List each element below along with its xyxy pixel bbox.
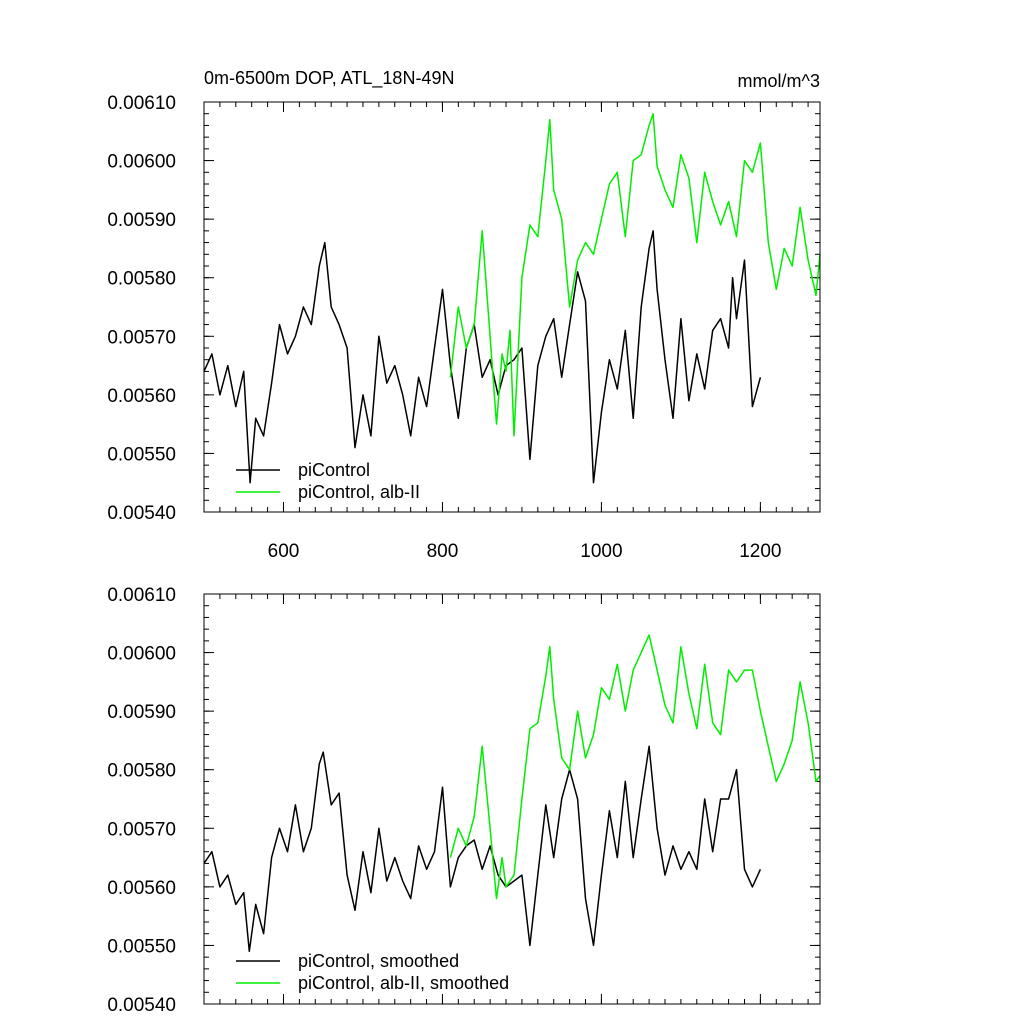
y-tick-label: 0.00590 — [107, 702, 176, 723]
legend-label-alb-ii-smoothed: piControl, alb-II, smoothed — [298, 973, 509, 993]
y-tick-label: 0.00570 — [107, 327, 176, 348]
bottom-panel: 0.00540 0.00550 0.00560 0.00570 0.00580 0.005… — [107, 585, 821, 1016]
y-tick-label: 0.00550 — [107, 444, 176, 465]
y-tick-label: 0.00600 — [107, 152, 176, 173]
y-tick-label: 0.00580 — [107, 269, 176, 290]
y-tick-label: 0.00610 — [107, 93, 176, 114]
x-tick-label: 800 — [427, 541, 459, 562]
legend-label-picontrol: piControl — [298, 460, 370, 480]
y-tick-label: 0.00590 — [107, 210, 176, 231]
y-tick-label: 0.00580 — [107, 761, 176, 782]
legend-label-picontrol-smoothed: piControl, smoothed — [298, 951, 459, 971]
y-tick-label: 0.00560 — [107, 386, 176, 407]
series-line-picontrol-alb-ii-smoothed — [449, 634, 821, 900]
y-tick-label: 0.00550 — [107, 936, 176, 957]
plot-frame — [203, 101, 821, 513]
y-tick-label: 0.00570 — [107, 819, 176, 840]
series-line-picontrol-alb-ii — [449, 112, 821, 437]
x-tick-label: 1200 — [739, 541, 781, 562]
x-tick-label: 600 — [268, 541, 300, 562]
series-line-picontrol-smoothed — [203, 745, 762, 953]
series-line-picontrol — [203, 230, 762, 484]
chart-title: 0m-6500m DOP, ATL_18N-49N — [204, 68, 454, 89]
plot-frame — [203, 593, 821, 1005]
y-tick-label: 0.00560 — [107, 878, 176, 899]
y-tick-label: 0.00540 — [107, 995, 176, 1016]
y-tick-label: 0.00540 — [107, 503, 176, 524]
legend-label-alb-ii: piControl, alb-II — [298, 482, 420, 502]
top-panel: 0m-6500m DOP, ATL_18N-49N mmol/m^3 0.005… — [107, 68, 821, 562]
legend: piControl, smoothed piControl, alb-II, s… — [236, 951, 509, 993]
y-tick-label: 0.00610 — [107, 585, 176, 606]
units-label: mmol/m^3 — [738, 71, 820, 91]
legend: piControl piControl, alb-II — [236, 460, 420, 502]
y-tick-label: 0.00600 — [107, 644, 176, 665]
x-tick-label: 1000 — [580, 541, 622, 562]
